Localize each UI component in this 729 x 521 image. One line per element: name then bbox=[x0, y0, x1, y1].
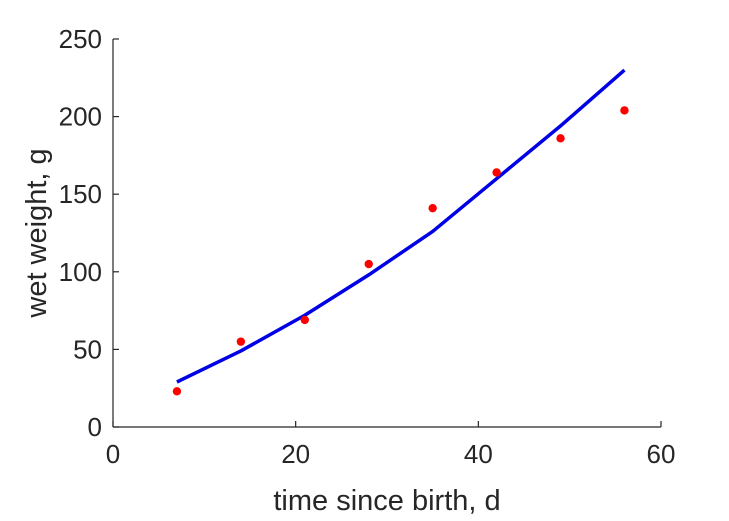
x-axis-title: time since birth, d bbox=[273, 485, 500, 517]
x-tick-label: 0 bbox=[106, 439, 120, 469]
y-tick-label: 0 bbox=[88, 412, 102, 442]
data-point bbox=[172, 387, 182, 396]
data-point bbox=[492, 168, 501, 177]
x-ticks: 0 20 40 60 bbox=[106, 421, 676, 469]
data-point bbox=[236, 337, 246, 346]
plot-area bbox=[172, 68, 629, 396]
y-tick-label: 250 bbox=[59, 24, 102, 54]
data-point bbox=[556, 134, 565, 143]
data-point bbox=[300, 315, 309, 325]
x-tick-label: 60 bbox=[647, 439, 676, 469]
data-point bbox=[428, 203, 437, 213]
y-tick-label: 100 bbox=[59, 257, 102, 287]
y-axis-title: wet weight, g bbox=[21, 148, 53, 318]
y-tick-label: 150 bbox=[59, 179, 102, 209]
data-point bbox=[620, 106, 629, 115]
x-tick-label: 40 bbox=[464, 439, 493, 469]
fit-curve bbox=[176, 68, 626, 384]
y-ticks: 0 50 100 150 200 250 bbox=[59, 24, 119, 442]
data-point bbox=[364, 259, 373, 269]
x-tick-label: 20 bbox=[281, 439, 310, 469]
axes bbox=[112, 39, 661, 428]
y-tick-label: 200 bbox=[59, 102, 102, 132]
y-tick-label: 50 bbox=[73, 334, 102, 364]
